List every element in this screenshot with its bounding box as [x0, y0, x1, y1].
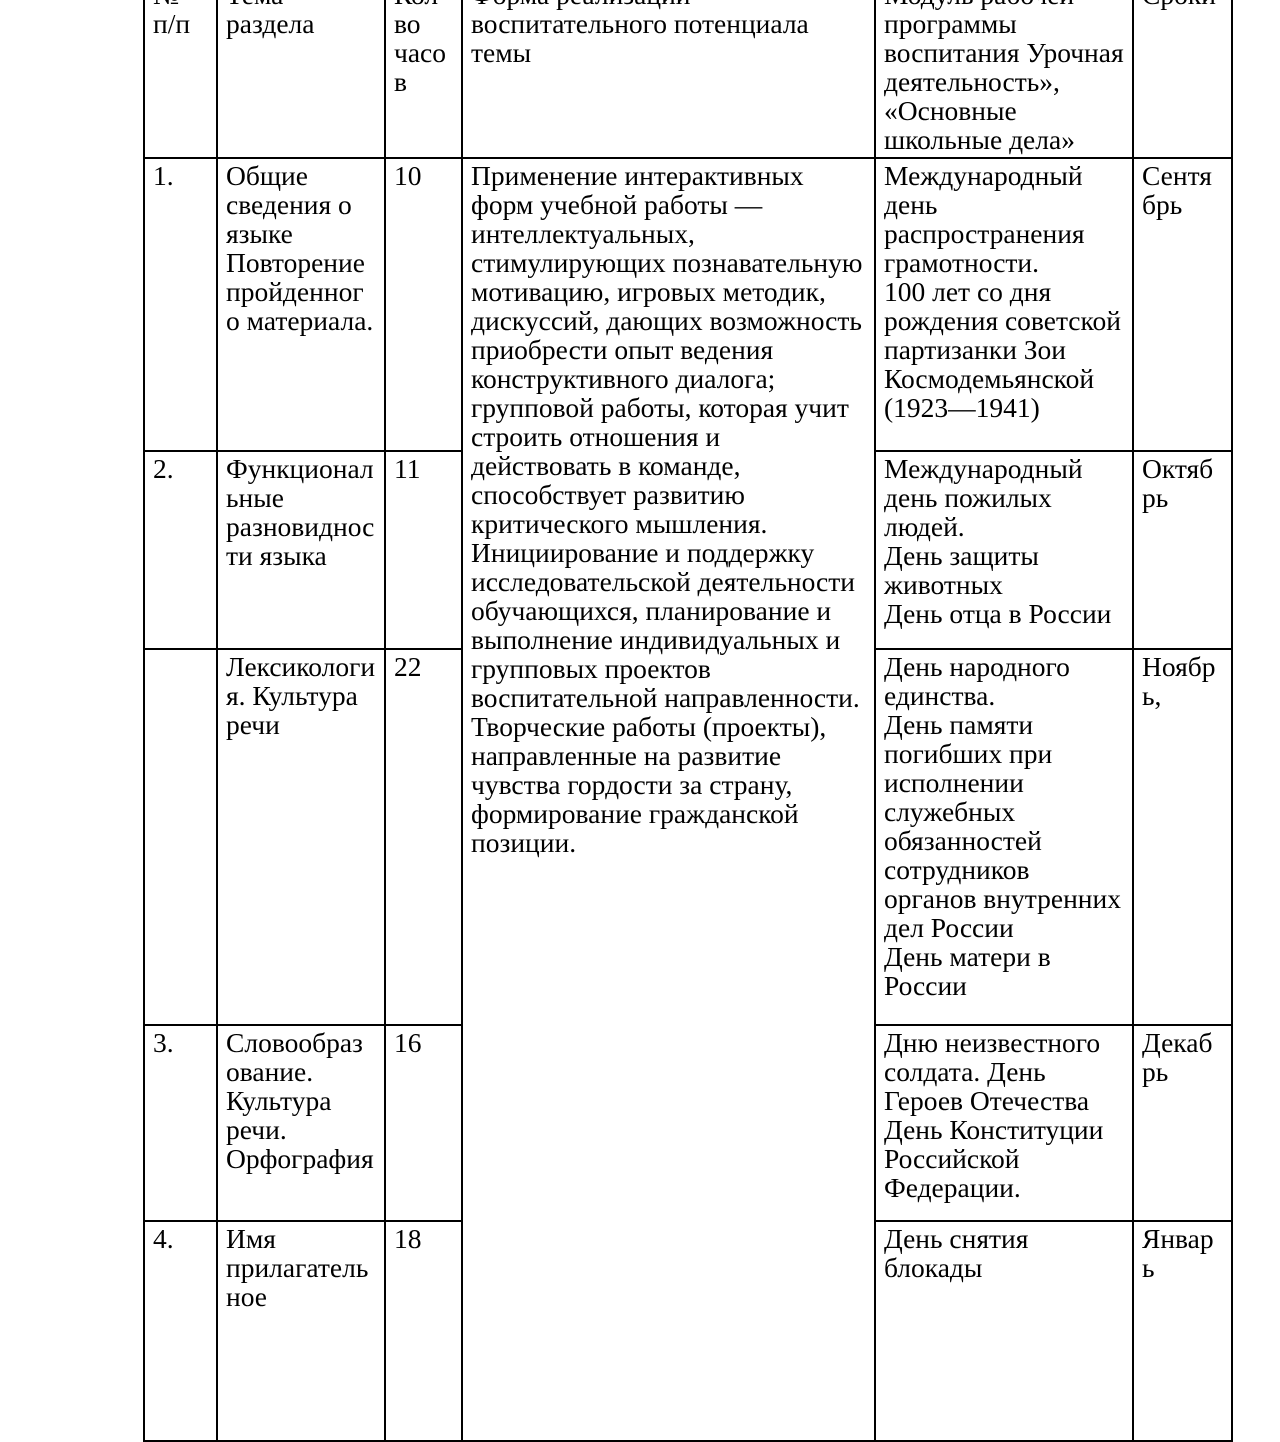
dates-cell: Ноябрь,: [1132, 648, 1233, 1026]
module-paragraph: День народного единства.: [884, 651, 1070, 711]
topic-cell: Словообразование. Культура речи. Орфогра…: [216, 1024, 386, 1222]
topic-paragraph: Словообразование. Культура речи. Орфогра…: [226, 1027, 374, 1174]
module-paragraph: День защиты животных: [884, 540, 1039, 600]
table-row: Лексикология. Культура речи 22 День наро…: [143, 648, 1233, 1026]
table-row: 1. Общие сведения о языке Повторение про…: [143, 157, 1233, 1442]
row-number: [143, 648, 218, 1026]
topic-paragraph: Лексикология. Культура речи: [226, 651, 376, 740]
row-number: 2.: [143, 450, 218, 650]
form-paragraph: Инициирование и поддержку исследовательс…: [471, 537, 860, 713]
form-paragraph: Творческие работы (проекты), направленны…: [471, 711, 827, 858]
module-paragraph: День матери в России: [884, 941, 1051, 1001]
module-cell: Международный день распространения грамо…: [874, 157, 1134, 452]
form-paragraph: Применение интерактивных форм учебной ра…: [471, 160, 863, 539]
hours-cell: 10: [384, 157, 463, 452]
dates-cell: Январь: [1132, 1220, 1233, 1442]
module-paragraph: 100 лет со дня рождения советской партиз…: [884, 276, 1121, 423]
topic-cell: Лексикология. Культура речи: [216, 648, 386, 1026]
module-paragraph: Международный день распространения грамо…: [884, 160, 1085, 278]
topic-paragraph: Имя прилагательное: [226, 1223, 369, 1312]
header-row: № п/п Тема раздела Кол-во часов Форма ре…: [143, 0, 1233, 159]
form-merged-cell: Применение интерактивных форм учебной ра…: [461, 157, 876, 1442]
module-paragraph: День памяти погибших при исполнении служ…: [884, 709, 1121, 943]
dates-cell: Сентябрь: [1132, 157, 1233, 452]
topic-paragraph: Функциональные разновидности языка: [226, 453, 375, 571]
topic-paragraph: Общие сведения о языке: [226, 160, 352, 249]
document-page: № п/п Тема раздела Кол-во часов Форма ре…: [143, 0, 1233, 1442]
module-paragraph: Дню неизвестного солдата. День Героев От…: [884, 1027, 1101, 1116]
header-cell-hours: Кол-во часов: [384, 0, 463, 159]
module-paragraph: Международный день пожилых людей.: [884, 453, 1083, 542]
table-row: 3. Словообразование. Культура речи. Орфо…: [143, 1024, 1233, 1222]
hours-cell: 16: [384, 1024, 463, 1222]
topic-paragraph: Повторение пройденного материала.: [226, 247, 374, 336]
module-paragraph: День Конституции Российской Федерации.: [884, 1114, 1104, 1203]
hours-cell: 18: [384, 1220, 463, 1442]
curriculum-table: № п/п Тема раздела Кол-во часов Форма ре…: [143, 0, 1233, 1442]
module-cell: Международный день пожилых людей. День з…: [874, 450, 1134, 650]
topic-cell: Функциональные разновидности языка: [216, 450, 386, 650]
topic-cell: Имя прилагательное: [216, 1220, 386, 1442]
row-number: 3.: [143, 1024, 218, 1222]
header-cell-form: Форма реализации воспитательного потенци…: [461, 0, 876, 159]
module-paragraph: День отца в России: [884, 598, 1112, 629]
header-cell-topic: Тема раздела: [216, 0, 386, 159]
module-paragraph: День снятия блокады: [884, 1223, 1029, 1283]
header-cell-module: Модуль рабочей программы воспитания Уроч…: [874, 0, 1134, 159]
topic-cell: Общие сведения о языке Повторение пройде…: [216, 157, 386, 452]
module-cell: Дню неизвестного солдата. День Героев От…: [874, 1024, 1134, 1222]
module-cell: День народного единства. День памяти пог…: [874, 648, 1134, 1026]
row-number: 4.: [143, 1220, 218, 1442]
table-row: 2. Функциональные разновидности языка 11…: [143, 450, 1233, 650]
row-number: 1.: [143, 157, 218, 452]
dates-cell: Октябрь: [1132, 450, 1233, 650]
header-cell-dates: Сроки: [1132, 0, 1233, 159]
hours-cell: 11: [384, 450, 463, 650]
hours-cell: 22: [384, 648, 463, 1026]
dates-cell: Декабрь: [1132, 1024, 1233, 1222]
header-cell-num: № п/п: [143, 0, 218, 159]
module-cell: День снятия блокады: [874, 1220, 1134, 1442]
